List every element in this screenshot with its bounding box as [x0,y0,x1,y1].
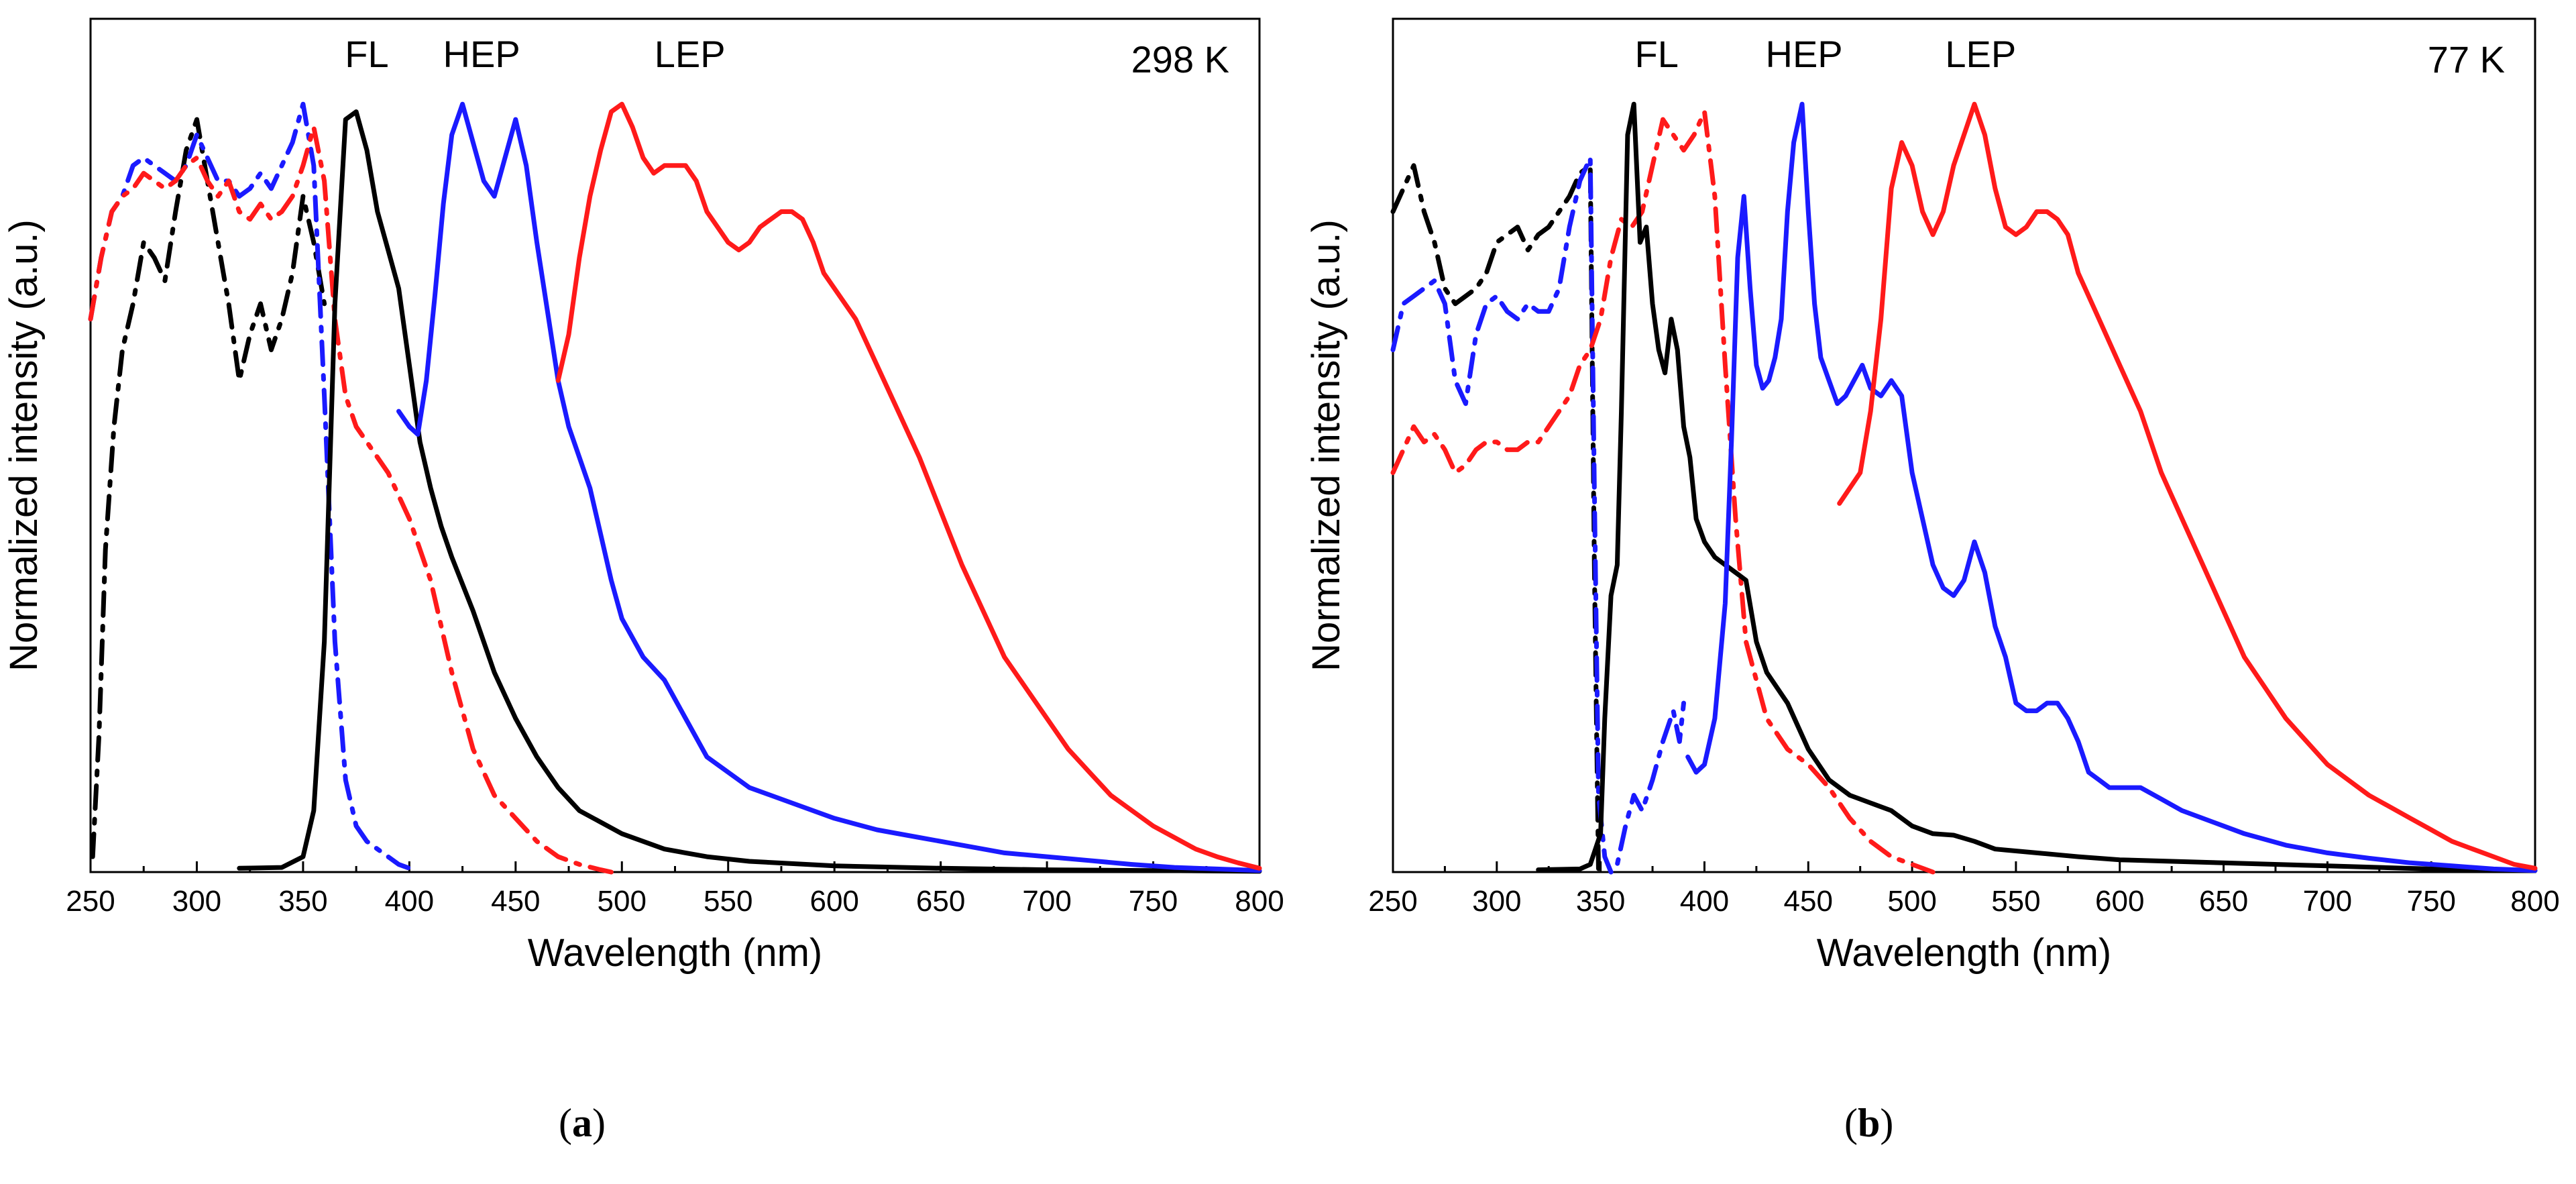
temperature-label: 77 K [2428,38,2505,80]
x-tick-label: 250 [1368,885,1417,918]
series-hep-excitation [88,101,418,875]
x-axis-label: Wavelength (nm) [1817,931,2111,975]
series-lep-excitation [88,125,614,875]
x-tick-label: 500 [598,885,647,918]
band-label-lep: LEP [1945,33,2016,75]
x-tick-label: 750 [2406,885,2455,918]
series-fl-excitation [90,117,327,859]
panel-a-letter: a [571,1101,592,1145]
series-fl [1536,101,2538,873]
y-axis-label: Normalized intensity (a.u.) [2,219,46,671]
x-tick-label: 800 [2510,885,2559,918]
x-tick-label: 250 [66,885,115,918]
x-tick-label: 750 [1129,885,1178,918]
x-tick-label: 450 [491,885,540,918]
panel-a-caption: (a) [559,1101,606,1145]
x-tick-label: 600 [2095,885,2144,918]
x-tick-label: 400 [1680,885,1729,918]
x-tick-label: 700 [1022,885,1071,918]
x-tick-label: 350 [1576,885,1625,918]
x-tick-label: 700 [2303,885,2352,918]
x-tick-label: 650 [916,885,965,918]
series-lep [1837,101,2538,871]
plot-frame [89,17,1261,873]
series-lep [555,101,1262,871]
plot-frame [1392,17,2536,873]
x-tick-label: 300 [1472,885,1521,918]
series-hep-excitation [1390,155,1686,875]
panel-b-letter: b [1857,1101,1881,1145]
y-axis-label: Normalized intensity (a.u.) [1304,219,1348,671]
x-tick-label: 550 [704,885,752,918]
band-label-hep: HEP [443,33,520,75]
panel-b: 250 300 350 400 450 500 550 600 650 700 750 800 Wave… [1304,17,2560,975]
x-tick-label: 300 [172,885,221,918]
temperature-label: 298 K [1131,38,1229,80]
panel-b-caption: (b) [1844,1101,1894,1145]
x-tick-label: 350 [278,885,327,918]
band-label-fl: FL [1635,33,1679,75]
x-tick-label: 800 [1235,885,1284,918]
series-hep [396,101,1262,873]
x-tick-label: 500 [1887,885,1936,918]
band-label-fl: FL [345,33,388,75]
band-label-hep: HEP [1766,33,1843,75]
panel-a: 250 300 350 400 450 500 550 600 650 700 750 800 Wave… [2,17,1284,975]
series-lep-excitation [1390,109,1936,875]
band-label-lep: LEP [655,33,726,75]
x-tick-label: 550 [1991,885,2040,918]
x-tick-label: 450 [1784,885,1833,918]
x-tick-label: 650 [2199,885,2248,918]
series-fl [237,109,1262,874]
x-axis-label: Wavelength (nm) [528,931,822,975]
series-hep [1685,101,2538,873]
x-tick-label: 600 [809,885,858,918]
series-fl-excitation [1390,163,1601,875]
x-tick-label: 400 [385,885,434,918]
